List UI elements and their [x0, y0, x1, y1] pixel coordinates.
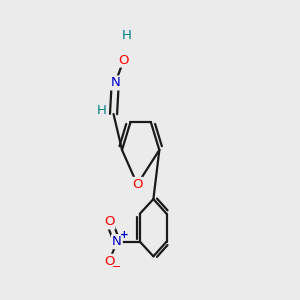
Text: O: O [104, 215, 115, 229]
Text: H: H [121, 29, 131, 42]
Text: N: N [112, 235, 122, 248]
Text: −: − [112, 262, 121, 272]
Text: +: + [120, 230, 128, 239]
Text: O: O [104, 255, 115, 268]
Text: O: O [118, 53, 129, 67]
Text: N: N [110, 76, 120, 89]
Text: H: H [97, 104, 106, 117]
Text: O: O [132, 178, 142, 191]
